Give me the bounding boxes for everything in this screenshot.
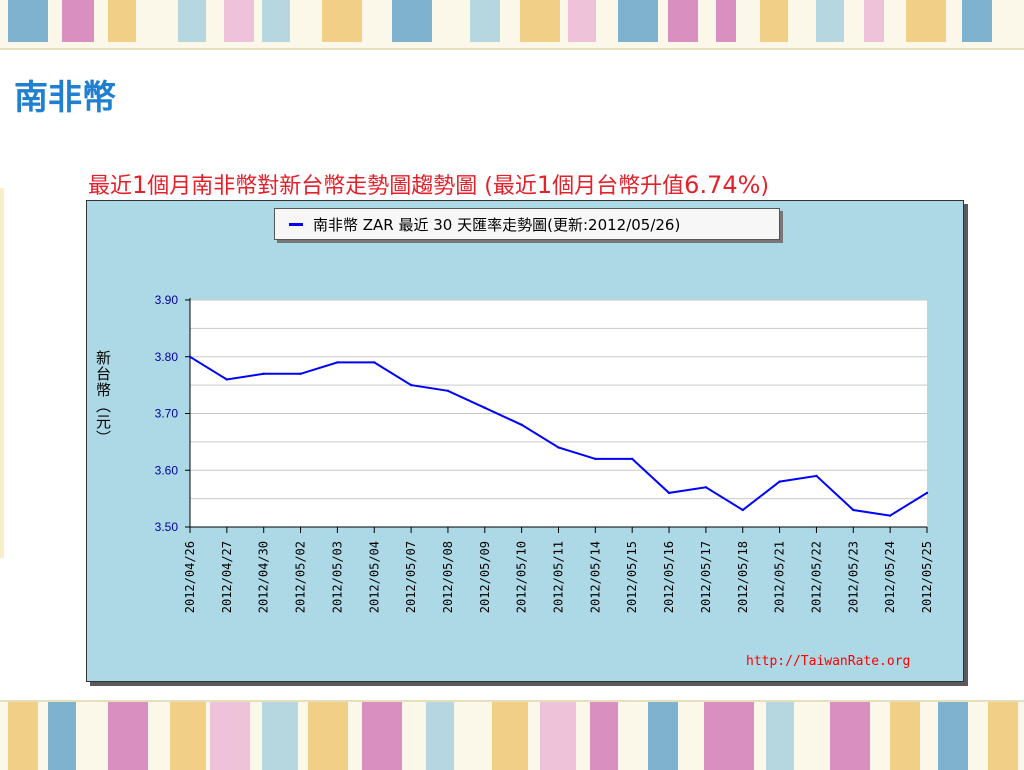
decor-stripe [864, 0, 884, 42]
decor-stripe [170, 702, 206, 770]
decor-stripe [426, 702, 454, 770]
decor-stripe [8, 702, 38, 770]
heading-percent: 6.74% [684, 171, 761, 199]
decor-stripe [262, 702, 298, 770]
decor-stripe [210, 702, 250, 770]
heading-num-2: 1 [536, 171, 553, 199]
heading-num-1: 1 [132, 171, 148, 199]
source-watermark: http://TaiwanRate.org [746, 654, 911, 669]
decor-stripe [108, 702, 148, 770]
top-decor-band [0, 0, 1024, 50]
decor-stripe [308, 702, 348, 770]
decor-stripe [362, 702, 402, 770]
decor-stripe [590, 702, 618, 770]
decor-stripe [890, 702, 920, 770]
heading-prefix: 最近 [88, 174, 133, 199]
decor-stripe [988, 702, 1018, 770]
decor-stripe [492, 702, 528, 770]
decor-stripe [392, 0, 432, 42]
bottom-decor-band [0, 700, 1024, 770]
decor-stripe [224, 0, 254, 42]
decor-stripe [668, 0, 698, 42]
decor-stripe [716, 0, 736, 42]
decor-stripe [618, 0, 658, 42]
decor-stripe [906, 0, 946, 42]
decor-stripe [816, 0, 844, 42]
decor-stripe [938, 702, 968, 770]
decor-stripe [648, 702, 678, 770]
decor-stripe [48, 702, 76, 770]
heading-mid: 個月南非幣對新台幣走勢圖趨勢圖 (最近 [147, 174, 537, 199]
decor-stripe [704, 702, 754, 770]
chart-frame [86, 200, 964, 682]
decor-stripe [830, 702, 870, 770]
heading-suffix: ) [760, 174, 770, 199]
legend-label: 南非幣 ZAR 最近 30 天匯率走勢圖(更新:2012/05/26) [313, 215, 681, 234]
decor-stripe [62, 0, 94, 42]
decor-stripe [540, 702, 576, 770]
chart-legend: 南非幣 ZAR 最近 30 天匯率走勢圖(更新:2012/05/26) [274, 208, 780, 240]
decor-stripe [470, 0, 500, 42]
decor-stripe [322, 0, 362, 42]
decor-stripe [178, 0, 206, 42]
heading-mid-2: 個月台幣升值 [552, 174, 685, 199]
y-axis-label: 新台幣（元） [94, 350, 112, 446]
side-decor-stripe [0, 188, 4, 558]
decor-stripe [520, 0, 560, 42]
decor-stripe [760, 0, 788, 42]
decor-stripe [262, 0, 290, 42]
decor-stripe [8, 0, 48, 42]
decor-stripe [108, 0, 136, 42]
chart-heading: 最近1個月南非幣對新台幣走勢圖趨勢圖 (最近1個月台幣升值6.74%) [88, 168, 769, 200]
decor-stripe [568, 0, 596, 42]
decor-stripe [962, 0, 992, 42]
decor-stripe [766, 702, 794, 770]
slide-title: 南非幣 [14, 78, 116, 118]
legend-swatch [289, 222, 303, 226]
